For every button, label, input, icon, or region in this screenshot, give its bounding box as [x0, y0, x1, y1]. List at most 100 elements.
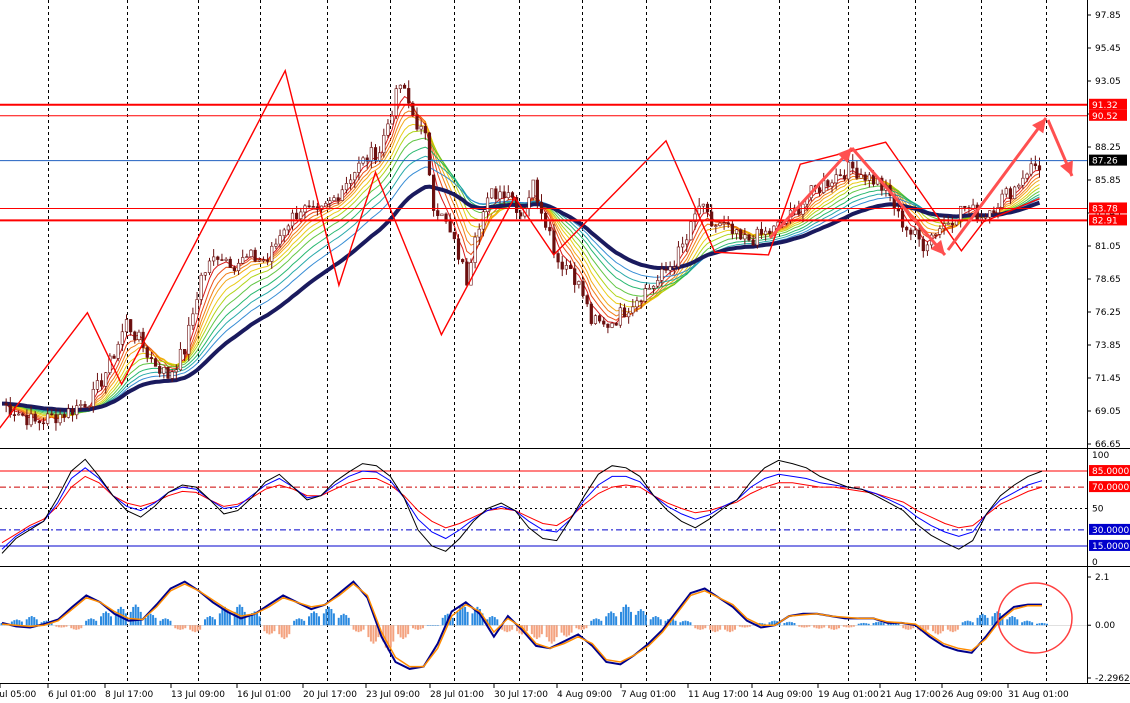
candle-body — [755, 228, 759, 246]
macd-histogram-bar — [441, 617, 444, 626]
macd-histogram-bar — [993, 613, 996, 626]
macd-histogram-bar — [845, 625, 848, 628]
candle-body — [846, 161, 851, 180]
stoch-tick-label: 0 — [1092, 558, 1098, 568]
time-axis-label: 13 Jul 09:00 — [171, 690, 225, 700]
macd-histogram-bar — [716, 625, 719, 632]
arrow-down-1 — [850, 147, 947, 256]
level-label: 90.52 — [1092, 112, 1118, 122]
macd-histogram-bar — [637, 611, 640, 626]
macd-histogram-bar — [402, 625, 405, 640]
macd-histogram-bar — [18, 620, 21, 626]
macd-histogram-bar — [288, 625, 291, 635]
candle-body — [631, 306, 635, 314]
macd-histogram-bar — [87, 619, 90, 626]
macd-histogram-bar — [560, 625, 563, 633]
macd-histogram-bar — [738, 625, 741, 627]
macd-histogram-bar — [355, 625, 358, 632]
candle-body — [909, 229, 913, 235]
macd-histogram-bar — [466, 611, 469, 626]
candle-body — [934, 234, 938, 236]
candle-body — [120, 331, 124, 345]
candle-body — [635, 300, 639, 308]
candle-body — [643, 288, 647, 302]
price-axis[interactable]: 97.8595.4593.0590.6588.2585.8583.4581.05… — [1087, 11, 1130, 684]
candle-body — [830, 182, 834, 187]
macd-histogram-bar — [889, 623, 892, 626]
candle-body — [241, 257, 245, 264]
macd-histogram-bar — [181, 625, 184, 630]
level-label: 82.91 — [1092, 216, 1118, 226]
candle-body — [568, 265, 573, 270]
macd-histogram-bar — [196, 625, 199, 632]
macd-histogram-bar — [820, 625, 823, 629]
macd-histogram-bar — [295, 619, 298, 626]
candle-body — [689, 221, 693, 241]
time-axis[interactable]: 2 Jul 05:00 6 Jul 01:00 8 Jul 17:00 13 Jul … — [0, 684, 1069, 700]
time-axis-label: 31 Aug 01:00 — [1008, 690, 1069, 700]
candle-body — [863, 174, 867, 181]
stochastic-panel[interactable] — [0, 458, 1087, 554]
stoch-level-label: 85.0000 — [1092, 467, 1129, 477]
macd-histogram-bar — [154, 617, 157, 626]
candle-body — [618, 307, 622, 326]
macd-tick-label: 0.00 — [1095, 621, 1115, 631]
candle-body — [647, 287, 651, 290]
time-axis-label: 11 Aug 17:00 — [688, 690, 749, 700]
macd-panel[interactable] — [0, 580, 1087, 670]
macd-histogram-bar — [310, 613, 313, 626]
time-axis-label: 14 Aug 09:00 — [752, 690, 813, 700]
macd-histogram-bar — [607, 613, 610, 626]
price-panel[interactable] — [0, 68, 1087, 431]
candle-body — [855, 167, 859, 179]
candle-body — [1037, 165, 1042, 171]
macd-histogram-bar — [92, 619, 95, 626]
candle-body — [817, 187, 822, 193]
candle-body — [16, 413, 21, 416]
candle-body — [826, 180, 830, 187]
candle-body — [199, 274, 203, 300]
candle-body — [473, 236, 477, 263]
macd-histogram-bar — [711, 625, 714, 632]
macd-histogram-bar — [585, 625, 588, 629]
macd-histogram-bar — [10, 621, 13, 626]
current-price-label-bg — [1089, 154, 1127, 166]
candle-body — [265, 259, 270, 262]
arrow-down-1-head — [930, 239, 945, 255]
macd-histogram-bar — [773, 620, 776, 626]
highlight-circle — [997, 582, 1073, 654]
macd-histogram-bar — [882, 623, 885, 626]
price-tick-label: 66.65 — [1095, 440, 1121, 450]
candle-body — [992, 210, 996, 214]
candle-body — [676, 246, 681, 268]
candle-body — [104, 372, 108, 387]
macd-histogram-bar — [417, 625, 419, 630]
macd-histogram-bar — [815, 625, 818, 629]
candle-body — [838, 174, 842, 177]
macd-histogram-bar — [283, 625, 286, 640]
candle-body — [145, 347, 149, 358]
macd-histogram-bar — [164, 618, 167, 626]
macd-histogram-bar — [419, 625, 422, 630]
candle-body — [390, 115, 394, 125]
candle-body — [274, 243, 278, 247]
macd-histogram-bar — [872, 623, 875, 626]
macd-histogram-bar — [13, 620, 16, 626]
current-price-label: 87.26 — [1092, 157, 1118, 167]
macd-histogram-bar — [144, 617, 147, 626]
macd-histogram-bar — [538, 625, 541, 638]
macd-histogram-bar — [813, 625, 816, 628]
level-label-bg — [1089, 202, 1127, 214]
candle-body — [415, 114, 419, 130]
candle-body — [693, 213, 697, 222]
macd-histogram-bar — [979, 615, 982, 626]
macd-histogram-bar — [741, 625, 744, 628]
macd-histogram-bar — [818, 625, 821, 629]
arrow-down-2-head — [1060, 160, 1073, 176]
stoch-level-label: 30.0000 — [1092, 526, 1129, 536]
macd-histogram-bar — [808, 625, 811, 627]
candle-body — [585, 295, 589, 305]
macd-histogram-bar — [251, 613, 254, 626]
time-axis-label: 8 Jul 17:00 — [105, 690, 154, 700]
